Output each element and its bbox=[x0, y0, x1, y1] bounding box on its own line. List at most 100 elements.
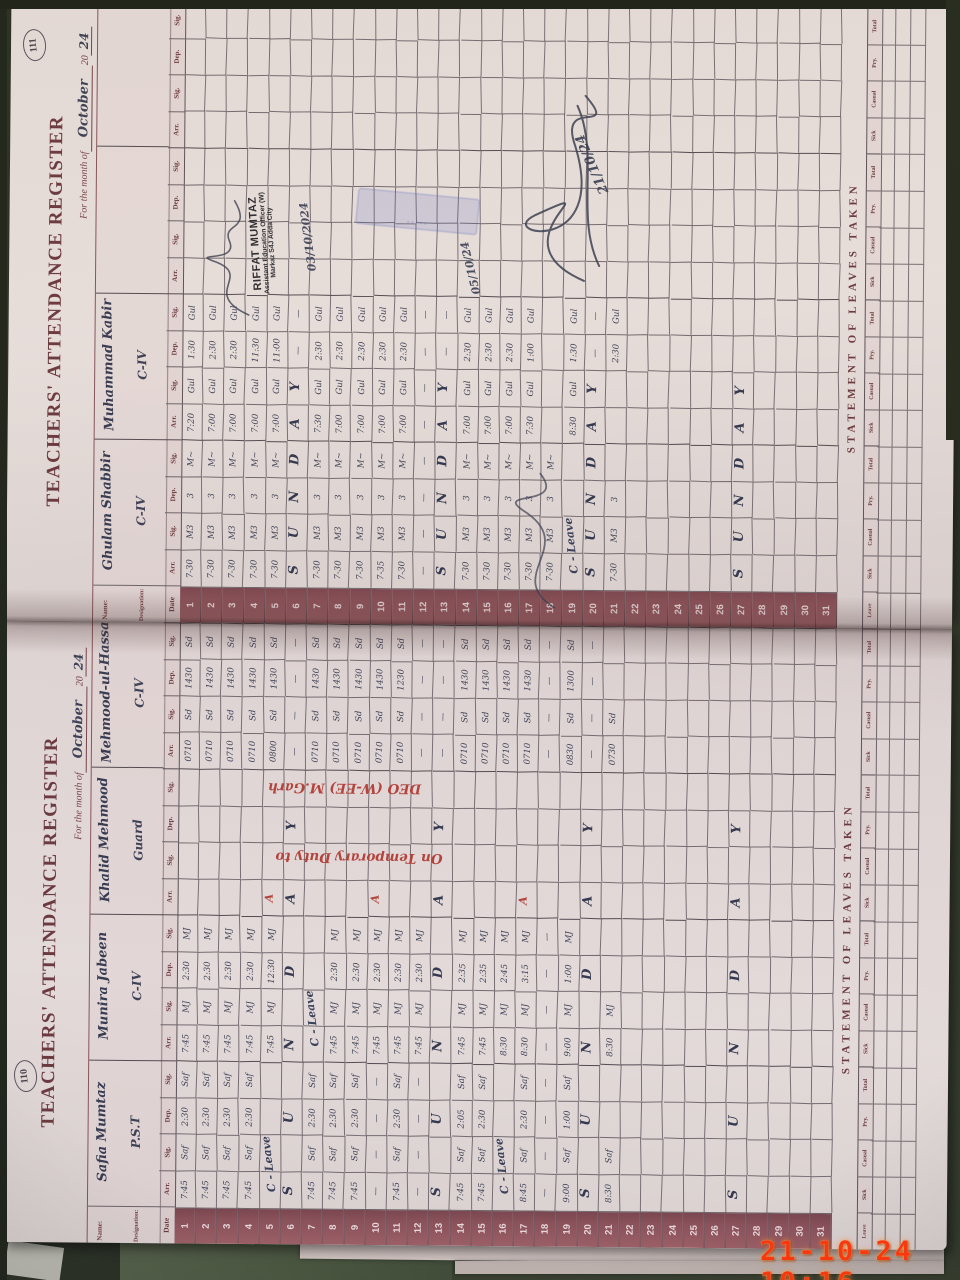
attendance-cell bbox=[663, 1065, 686, 1103]
attendance-cell bbox=[373, 222, 396, 260]
attendance-cell: 11:00 bbox=[267, 331, 289, 369]
leaves-cell bbox=[888, 884, 904, 922]
attendance-cell: M3 bbox=[329, 514, 351, 552]
date-stub: 11 bbox=[386, 1209, 409, 1246]
date-row: 31 bbox=[810, 628, 838, 1250]
attendance-cell: 7:45 bbox=[238, 1171, 260, 1209]
attendance-cell bbox=[650, 78, 673, 116]
attendance-cell bbox=[630, 5, 652, 43]
leaves-cell bbox=[908, 336, 924, 374]
attendance-cell bbox=[671, 115, 694, 153]
teacher-name: Mehmood-ul-Hassan bbox=[96, 620, 115, 764]
attendance-cell: Gul bbox=[309, 368, 331, 405]
attendance-cell: 2:30 bbox=[217, 1097, 240, 1135]
attendance-cell bbox=[774, 445, 797, 483]
attendance-cell: 3 bbox=[265, 477, 288, 515]
attendance-cell bbox=[599, 1064, 622, 1102]
date-stub: 4 bbox=[243, 586, 266, 624]
attendance-cell: — bbox=[537, 918, 560, 955]
attendance-cell bbox=[790, 1029, 813, 1067]
leaves-cell bbox=[873, 847, 890, 885]
attendance-cell: Gul bbox=[330, 295, 353, 333]
leaves-cell bbox=[905, 665, 921, 703]
attendance-cell bbox=[629, 115, 652, 153]
attendance-cell bbox=[602, 772, 625, 810]
attendance-cell: Sd bbox=[518, 698, 540, 736]
attendance-cell: 2:30 bbox=[393, 332, 416, 370]
attendance-cell: 0710 bbox=[496, 735, 519, 772]
attendance-cell bbox=[707, 809, 730, 847]
leaves-cell bbox=[890, 628, 906, 666]
attendance-cell: 3 bbox=[393, 478, 415, 516]
teacher-group: Muhammad Kabir C-IV bbox=[94, 292, 168, 440]
attendance-cell bbox=[395, 149, 418, 187]
teacher-designation: C-IV bbox=[132, 678, 147, 709]
date-stub: 21 bbox=[598, 1211, 621, 1248]
attendance-cell bbox=[773, 518, 797, 556]
attendance-cell: 7:45 bbox=[216, 1170, 240, 1209]
leaves-cell bbox=[889, 738, 906, 776]
attendance-cell bbox=[811, 1066, 834, 1104]
attendance-cell bbox=[622, 882, 645, 920]
leaves-cell bbox=[906, 556, 922, 593]
date-stub: 13 bbox=[428, 1209, 451, 1246]
attendance-cell: 0710 bbox=[199, 732, 222, 770]
attendance-cell bbox=[774, 481, 797, 519]
attendance-cell: 2:30 bbox=[409, 953, 432, 991]
attendance-cell: S bbox=[731, 554, 753, 592]
attendance-cell: M3 bbox=[243, 513, 267, 551]
attendance-cell: 0710 bbox=[454, 734, 476, 772]
attendance-cell bbox=[814, 774, 837, 812]
attendance-cell: Gul bbox=[245, 367, 267, 405]
month-line: For the month ofOctober2024 bbox=[76, 26, 93, 219]
attendance-cell: MJ bbox=[325, 916, 348, 954]
attendance-cell bbox=[431, 917, 454, 955]
attendance-cell bbox=[416, 149, 439, 187]
attendance-cell bbox=[648, 297, 671, 335]
attendance-cell bbox=[352, 149, 376, 187]
attendance-cell: 1230 bbox=[391, 661, 413, 698]
attendance-cell: 2:30 bbox=[330, 331, 353, 369]
attendance-cell: 7:45 bbox=[451, 1026, 474, 1064]
col-header-dep: Dep. bbox=[167, 183, 184, 221]
attendance-cell: 7:00 bbox=[202, 403, 225, 441]
attendance-cell bbox=[620, 1138, 643, 1176]
attendance-cell bbox=[728, 919, 751, 957]
attendance-cell bbox=[644, 846, 666, 883]
attendance-cell bbox=[648, 261, 672, 299]
register-page-110: 110 TEACHERS' ATTENDANCE REGISTER For the … bbox=[0, 620, 952, 1251]
attendance-cell bbox=[691, 225, 714, 263]
leaves-cell bbox=[876, 555, 892, 593]
attendance-cell bbox=[453, 807, 476, 845]
attendance-cell bbox=[711, 335, 734, 373]
attendance-cell bbox=[417, 113, 440, 151]
attendance-cell bbox=[184, 38, 207, 75]
attendance-cell: 2:30 bbox=[176, 951, 199, 989]
attendance-cell: 0710 bbox=[220, 732, 243, 770]
attendance-cell bbox=[429, 1136, 452, 1174]
attendance-cell: Gul bbox=[181, 367, 204, 404]
attendance-cell bbox=[778, 43, 801, 81]
attendance-cell bbox=[749, 883, 772, 921]
attendance-cell: — bbox=[581, 662, 604, 700]
attendance-cell: M3 bbox=[349, 514, 373, 552]
leaves-cell bbox=[878, 300, 894, 337]
attendance-cell: 0710 bbox=[348, 733, 370, 771]
attendance-cell bbox=[798, 153, 821, 190]
date-stub: 12 bbox=[413, 588, 435, 625]
attendance-cell bbox=[690, 407, 713, 445]
attendance-cell bbox=[796, 445, 818, 483]
attendance-cell bbox=[667, 554, 690, 591]
leaves-cell bbox=[908, 300, 924, 338]
leaves-cell bbox=[905, 702, 921, 739]
attendance-cell bbox=[667, 517, 691, 555]
attendance-cell: U bbox=[583, 516, 605, 554]
date-stub: 20 bbox=[577, 1210, 599, 1248]
attendance-cell: Saf bbox=[217, 1134, 240, 1172]
attendance-cell bbox=[331, 185, 354, 223]
attendance-cell bbox=[480, 186, 503, 224]
attendance-cell: 7:45 bbox=[366, 1026, 389, 1064]
date-stub: 22 bbox=[625, 590, 647, 627]
leaves-cell bbox=[910, 117, 926, 155]
attendance-cell bbox=[665, 846, 688, 884]
